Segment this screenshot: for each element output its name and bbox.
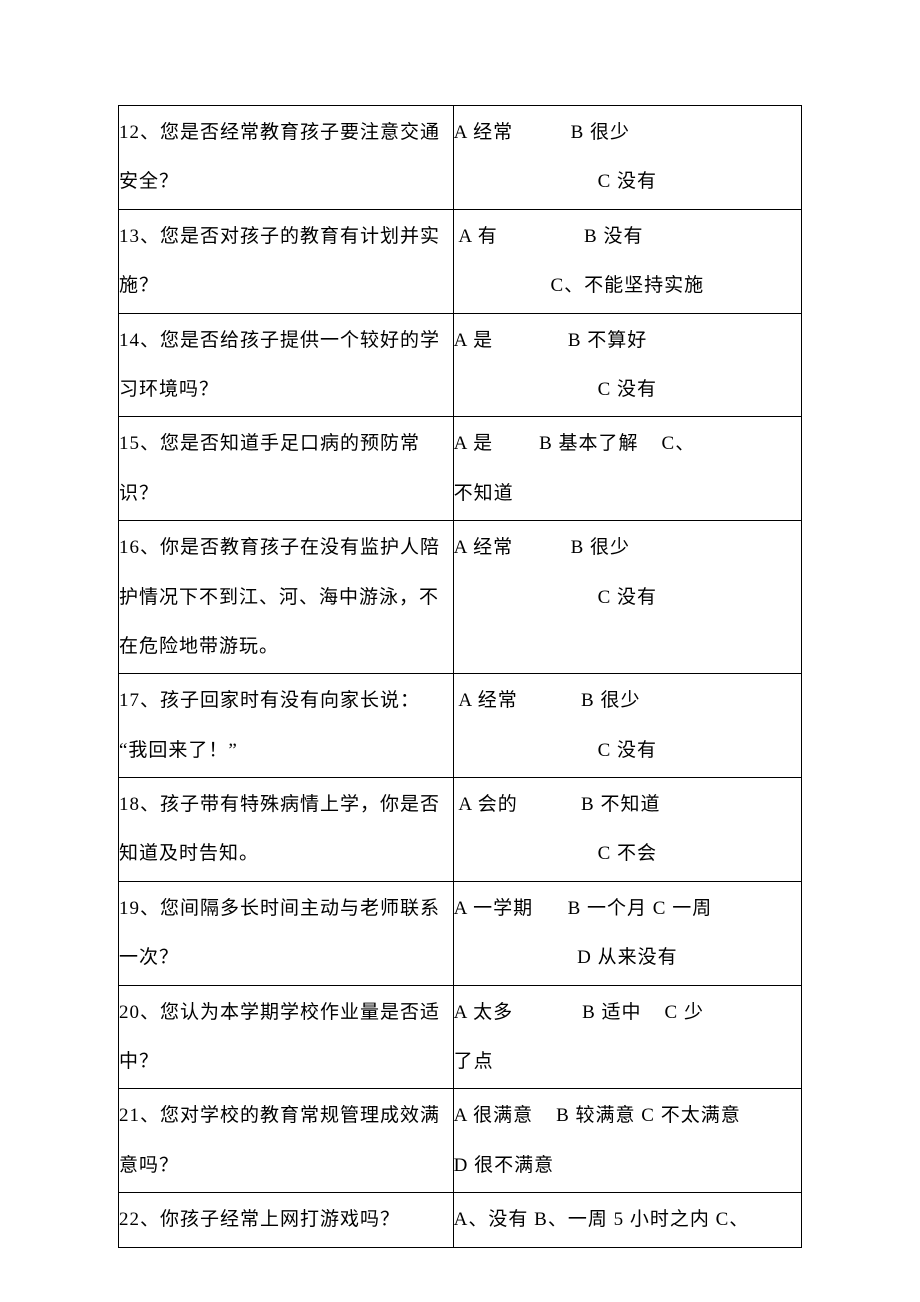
options-line-1: A 有 B 没有	[454, 212, 801, 261]
options-line-1: A 经常 B 很少	[454, 108, 801, 157]
answer-cell: A 是 B 基本了解 C、 不知道	[453, 417, 801, 521]
question-text: 15、您是否知道手足口病的预防常识？	[119, 433, 420, 503]
options-line-2: C 没有	[454, 157, 801, 206]
document-page: 12、您是否经常教育孩子要注意交通安全？ A 经常 B 很少 C 没有 13、您…	[0, 0, 920, 1298]
options-line-2: D 很不满意	[454, 1141, 801, 1190]
answer-cell: A 有 B 没有 C、不能坚持实施	[453, 209, 801, 313]
question-cell: 20、您认为本学期学校作业量是否适中？	[119, 985, 454, 1089]
answer-cell: A 很满意 B 较满意 C 不太满意 D 很不满意	[453, 1089, 801, 1193]
question-cell: 19、您间隔多长时间主动与老师联系一次？	[119, 881, 454, 985]
question-text: 13、您是否对孩子的教育有计划并实施？	[119, 226, 440, 296]
options-line-2: C 没有	[454, 365, 801, 414]
options-line-2: C、不能坚持实施	[454, 261, 801, 310]
question-text: 14、您是否给孩子提供一个较好的学习环境吗？	[119, 330, 440, 400]
answer-cell: A 经常 B 很少 C 没有	[453, 674, 801, 778]
question-cell: 17、孩子回家时有没有向家长说： “我回来了！”	[119, 674, 454, 778]
answer-cell: A 一学期 B 一个月 C 一周 D 从来没有	[453, 881, 801, 985]
table-row: 13、您是否对孩子的教育有计划并实施？ A 有 B 没有 C、不能坚持实施	[119, 209, 802, 313]
question-cell: 18、孩子带有特殊病情上学，你是否知道及时告知。	[119, 778, 454, 882]
table-row: 17、孩子回家时有没有向家长说： “我回来了！” A 经常 B 很少 C 没有	[119, 674, 802, 778]
question-text: 22、你孩子经常上网打游戏吗？	[119, 1209, 400, 1230]
question-cell: 16、你是否教育孩子在没有监护人陪护情况下不到江、河、海中游泳，不在危险地带游玩…	[119, 521, 454, 674]
question-cell: 14、您是否给孩子提供一个较好的学习环境吗？	[119, 313, 454, 417]
table-row: 12、您是否经常教育孩子要注意交通安全？ A 经常 B 很少 C 没有	[119, 106, 802, 210]
question-cell: 21、您对学校的教育常规管理成效满意吗？	[119, 1089, 454, 1193]
table-row: 20、您认为本学期学校作业量是否适中？ A 太多 B 适中 C 少 了点	[119, 985, 802, 1089]
table-row: 14、您是否给孩子提供一个较好的学习环境吗？ A 是 B 不算好 C 没有	[119, 313, 802, 417]
options-line-1: A 是 B 不算好	[454, 316, 801, 365]
answer-cell: A 是 B 不算好 C 没有	[453, 313, 801, 417]
question-cell: 12、您是否经常教育孩子要注意交通安全？	[119, 106, 454, 210]
options-line-2: 不知道	[454, 469, 801, 518]
options-line-2: 了点	[454, 1037, 801, 1086]
options-line-1: A 很满意 B 较满意 C 不太满意	[454, 1091, 801, 1140]
question-text: 20、您认为本学期学校作业量是否适中？	[119, 1002, 440, 1072]
options-line-1: A 太多 B 适中 C 少	[454, 988, 801, 1037]
answer-cell: A 太多 B 适中 C 少 了点	[453, 985, 801, 1089]
answer-cell: A 经常 B 很少 C 没有	[453, 521, 801, 674]
options-line-2: C 没有	[454, 726, 801, 775]
table-row: 15、您是否知道手足口病的预防常识？ A 是 B 基本了解 C、 不知道	[119, 417, 802, 521]
options-line-1: A 会的 B 不知道	[454, 780, 801, 829]
question-text: 18、孩子带有特殊病情上学，你是否知道及时告知。	[119, 794, 440, 864]
answer-cell: A 会的 B 不知道 C 不会	[453, 778, 801, 882]
table-row: 18、孩子带有特殊病情上学，你是否知道及时告知。 A 会的 B 不知道 C 不会	[119, 778, 802, 882]
answer-cell: A 经常 B 很少 C 没有	[453, 106, 801, 210]
question-text: 19、您间隔多长时间主动与老师联系一次？	[119, 898, 440, 968]
options-line-2: C 不会	[454, 829, 801, 878]
question-text: 21、您对学校的教育常规管理成效满意吗？	[119, 1105, 440, 1175]
options-line-1: A 一学期 B 一个月 C 一周	[454, 884, 801, 933]
options-line-1: A 是 B 基本了解 C、	[454, 419, 801, 468]
question-text: 12、您是否经常教育孩子要注意交通安全？	[119, 122, 440, 192]
table-row: 21、您对学校的教育常规管理成效满意吗？ A 很满意 B 较满意 C 不太满意 …	[119, 1089, 802, 1193]
table-row: 22、你孩子经常上网打游戏吗？ A、没有 B、一周 5 小时之内 C、	[119, 1193, 802, 1247]
options-line-2: D 从来没有	[454, 933, 801, 982]
table-row: 19、您间隔多长时间主动与老师联系一次？ A 一学期 B 一个月 C 一周 D …	[119, 881, 802, 985]
table-body: 12、您是否经常教育孩子要注意交通安全？ A 经常 B 很少 C 没有 13、您…	[119, 106, 802, 1248]
question-text: 17、孩子回家时有没有向家长说： “我回来了！”	[119, 690, 420, 760]
question-text: 16、你是否教育孩子在没有监护人陪护情况下不到江、河、海中游泳，不在危险地带游玩…	[119, 537, 440, 657]
options-line-1: A、没有 B、一周 5 小时之内 C、	[454, 1195, 801, 1244]
answer-cell: A、没有 B、一周 5 小时之内 C、	[453, 1193, 801, 1247]
options-line-1: A 经常 B 很少	[454, 676, 801, 725]
question-cell: 13、您是否对孩子的教育有计划并实施？	[119, 209, 454, 313]
options-line-1: A 经常 B 很少	[454, 523, 801, 572]
question-cell: 15、您是否知道手足口病的预防常识？	[119, 417, 454, 521]
question-cell: 22、你孩子经常上网打游戏吗？	[119, 1193, 454, 1247]
options-line-2: C 没有	[454, 573, 801, 622]
table-row: 16、你是否教育孩子在没有监护人陪护情况下不到江、河、海中游泳，不在危险地带游玩…	[119, 521, 802, 674]
questionnaire-table: 12、您是否经常教育孩子要注意交通安全？ A 经常 B 很少 C 没有 13、您…	[118, 105, 802, 1248]
